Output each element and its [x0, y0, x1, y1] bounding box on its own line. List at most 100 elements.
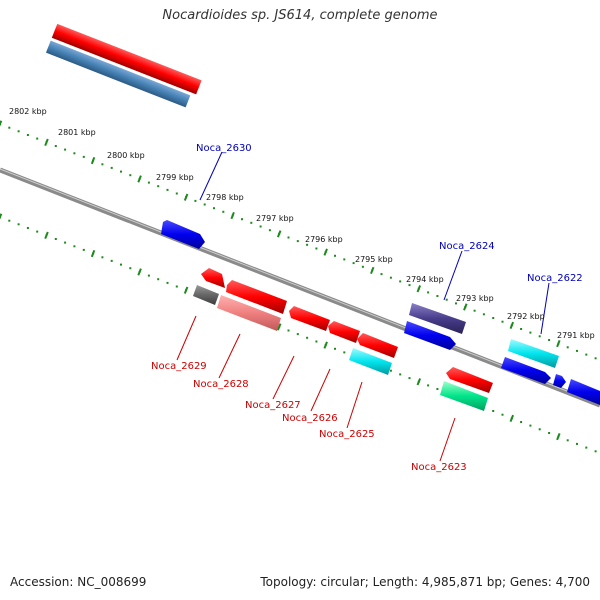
guide-dot	[82, 155, 85, 158]
gene-label-noca-2627[interactable]: Noca_2627	[245, 400, 301, 411]
map-title: Nocardioides sp. JS614, complete genome	[162, 8, 438, 23]
guide-dot	[585, 446, 588, 449]
guide-tick	[137, 268, 142, 276]
guide-dot	[101, 163, 104, 166]
guide-tick	[323, 341, 328, 349]
gene-arrow-noca-2626[interactable]	[328, 321, 360, 343]
gene-arrow-blue-edge[interactable]	[567, 379, 600, 405]
leader-line-noca-2625	[346, 381, 363, 429]
guide-dot	[73, 245, 76, 248]
guide-dot	[473, 309, 476, 312]
guide-dot	[436, 295, 439, 297]
guide-dot	[26, 227, 29, 229]
guide-dot	[296, 333, 299, 336]
guide-dot	[17, 130, 20, 133]
guide-tick	[44, 231, 49, 239]
gene-label-noca-2625[interactable]: Noca_2625	[319, 429, 375, 440]
guide-dot	[548, 432, 551, 434]
gene-arrow-noca-2625-cyan[interactable]	[349, 348, 392, 375]
gene-arrow-noca-2628-red[interactable]	[226, 280, 287, 314]
guide-dot	[520, 328, 523, 330]
gene-arrow-noca-2624[interactable]	[409, 303, 466, 334]
gene-arrow-noca-2625-red[interactable]	[357, 333, 398, 358]
guide-dot	[54, 238, 57, 240]
guide-dot	[8, 219, 11, 222]
gene-label-noca-2622[interactable]: Noca_2622	[527, 273, 583, 284]
gene-arrow-noca-2628-pink[interactable]	[217, 295, 281, 331]
guide-tick	[276, 323, 282, 331]
gene-label-noca-2624[interactable]: Noca_2624	[439, 241, 495, 252]
guide-dot	[566, 439, 569, 442]
kbp-tick-label: 2801 kbp	[58, 128, 96, 137]
kbp-tick-label: 2795 kbp	[355, 255, 393, 264]
guide-tick	[556, 433, 561, 441]
guide-dot	[82, 248, 85, 251]
guide-tick	[416, 378, 422, 386]
gene-arrow-noca-2627[interactable]	[289, 306, 330, 331]
guide-dot	[306, 336, 309, 339]
guide-tick	[323, 248, 328, 256]
guide-dot	[399, 280, 402, 283]
guide-tick	[44, 138, 49, 146]
guide-dot	[166, 281, 169, 284]
kbp-tick-label: 2797 kbp	[256, 214, 294, 223]
guide-dot	[203, 203, 206, 206]
guide-dot	[110, 166, 113, 169]
leader-line-noca-2628	[218, 333, 241, 379]
gene-arrow-noca-2629-red[interactable]	[201, 268, 225, 288]
guide-dot	[361, 265, 364, 268]
guide-dot	[501, 413, 504, 416]
gene-arrow-blue-small[interactable]	[553, 374, 566, 388]
guide-dot	[389, 369, 392, 372]
gene-arrow-red-large[interactable]	[51, 23, 202, 95]
guide-dot	[147, 181, 150, 184]
guide-tick	[183, 286, 189, 294]
guide-dot	[343, 351, 346, 354]
guide-dot	[175, 285, 178, 288]
guide-dot	[315, 340, 318, 343]
gene-label-noca-2630[interactable]: Noca_2630	[196, 143, 252, 154]
guide-dot	[576, 442, 578, 445]
guide-dot	[54, 145, 57, 147]
guide-dot	[129, 267, 132, 270]
kbp-tick-label: 2792 kbp	[507, 312, 545, 321]
guide-dot	[157, 278, 160, 281]
guide-dot	[427, 384, 430, 387]
gene-label-noca-2623[interactable]: Noca_2623	[411, 462, 467, 473]
guide-tick	[230, 211, 235, 220]
guide-dot	[501, 320, 504, 323]
gene-arrow-noca-2623-red[interactable]	[446, 367, 493, 393]
guide-dot	[343, 258, 346, 261]
gene-arrow-blue-2622b[interactable]	[501, 357, 551, 384]
gene-label-noca-2629[interactable]: Noca_2629	[151, 361, 207, 372]
guide-dot	[529, 331, 532, 334]
guide-dot	[64, 148, 67, 151]
guide-dot	[352, 262, 355, 265]
guide-dot	[445, 298, 448, 301]
guide-dot	[287, 329, 290, 332]
gene-arrow-noca-2623-green[interactable]	[440, 381, 488, 411]
guide-dot	[408, 377, 411, 380]
guide-tick	[370, 266, 375, 275]
gene-arrow-steelblue[interactable]	[45, 40, 191, 108]
forward-dotted-guide	[0, 120, 597, 360]
kbp-tick-label: 2802 kbp	[9, 107, 47, 116]
gene-arrow-noca-2630[interactable]	[161, 220, 205, 249]
gene-label-noca-2626[interactable]: Noca_2626	[282, 413, 338, 424]
guide-dot	[334, 347, 336, 350]
gene-label-noca-2628[interactable]: Noca_2628	[193, 379, 249, 390]
guide-dot	[157, 185, 160, 188]
gene-arrow-noca-2622[interactable]	[508, 339, 559, 368]
leader-line-noca-2626	[310, 368, 331, 412]
leader-line-noca-2624	[443, 250, 463, 301]
gene-arrow-noca-2629-gray[interactable]	[193, 285, 219, 305]
guide-dot	[166, 188, 169, 191]
guide-tick	[90, 156, 96, 165]
leader-line-noca-2630	[199, 151, 223, 201]
guide-tick	[509, 414, 515, 422]
guide-dot	[287, 236, 290, 239]
gene-arrow-blue-2624b[interactable]	[404, 321, 456, 350]
guide-dot	[64, 241, 67, 244]
guide-dot	[120, 263, 122, 266]
guide-dot	[73, 152, 76, 155]
